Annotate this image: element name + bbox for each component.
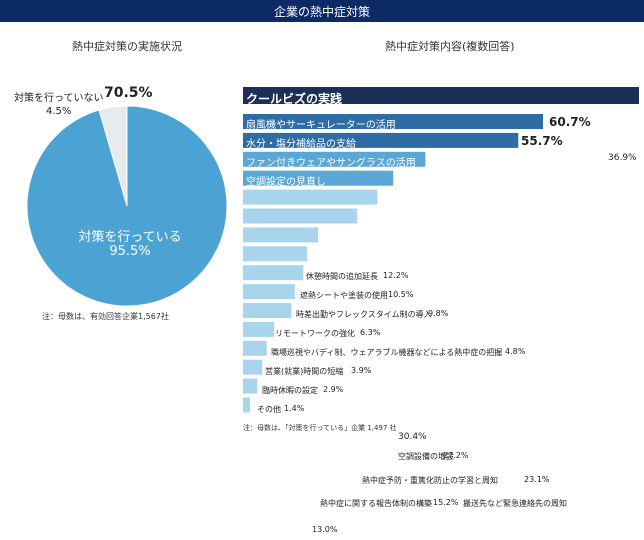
bar-13: [243, 359, 263, 375]
bar-label-13: 営業(就業)時間の短縮: [265, 367, 344, 376]
bar-14: [243, 378, 258, 394]
header-bar: 企業の熱中症対策: [0, 0, 644, 22]
bar-label-2: ファン付きウェアやサングラスの活用: [246, 158, 416, 169]
pie-label-not-doing: 対策を行っていない: [14, 93, 104, 104]
bar-value-10: 9.8%: [428, 309, 449, 318]
bar-value-1: 55.7%: [521, 134, 563, 148]
bar-label-10: 時差出勤やフレックスタイム制の導入: [296, 310, 432, 319]
bar-note: 注：母数は、「対策を行っている」企業 1,497 社: [243, 424, 397, 432]
bar-label-1: 水分・塩分補給品の支給: [246, 139, 356, 150]
bar-15: [243, 397, 250, 413]
bar-value-2: 36.9%: [608, 153, 637, 163]
bar-value-13: 3.9%: [351, 366, 372, 375]
pie-slice-not-doing: [98, 105, 128, 207]
page-title: 企業の熱中症対策: [273, 5, 370, 19]
bar-9: [243, 284, 295, 300]
bar-label-11: リモートワークの強化: [275, 329, 355, 338]
bar-5: [243, 208, 358, 224]
bar-6: [243, 227, 319, 243]
bar-label-6: 熱中症に関する報告体制の構築: [320, 499, 432, 508]
bar-value-5: 23.1%: [524, 475, 550, 484]
bar-12: [243, 340, 267, 356]
bar-label-8: 休憩時間の追加延長: [306, 272, 378, 281]
bar-value-3: 30.4%: [398, 432, 427, 442]
bar-value-6: 15.2%: [433, 498, 459, 507]
bar-label-15: その他: [257, 405, 281, 414]
bar-label-14: 臨時休暇の設定: [262, 386, 318, 395]
bar-4: [243, 189, 378, 205]
bar-label-4: 空調設備の増設: [398, 452, 454, 461]
bar-value-11: 6.3%: [360, 328, 381, 337]
bar-value-15: 1.4%: [284, 404, 305, 413]
bar-3: [243, 170, 394, 186]
bar-2: [243, 151, 426, 167]
bar-value-14: 2.9%: [323, 385, 344, 394]
bar-label-3: 空調設定の見直し: [246, 177, 326, 188]
bar-header-label: クールビズの実践: [246, 92, 343, 106]
bar-7: [243, 246, 308, 262]
pie-chart-title: 熱中症対策の実施状況: [72, 40, 182, 53]
bar-label-9: 遮熱シートや塗装の使用: [300, 291, 388, 300]
bar-label-0: 扇風機やサーキュレーターの活用: [246, 120, 396, 131]
pie-note: 注：母数は、有効回答企業1,567社: [42, 312, 169, 321]
bar-label-5: 熱中症予防・重篤化防止の学習と周知: [362, 476, 498, 485]
pie-stray-pct-label: 70.5%: [104, 85, 153, 101]
pie-label-doing-pct: 95.5%: [109, 244, 151, 259]
bar-label-12: 職場巡視やバディ制、ウェアラブル機器などによる熱中症の把握: [271, 348, 503, 357]
bar-label-7: 搬送先など緊急連絡先の周知: [463, 499, 567, 508]
bar-value-12: 4.8%: [505, 347, 526, 356]
bar-1: [243, 132, 519, 148]
bar-10: [243, 303, 292, 318]
pie-label-doing: 対策を行っている: [78, 230, 182, 245]
bar-value-8: 12.2%: [383, 271, 409, 280]
bar-11: [243, 321, 275, 337]
bar-value-0: 60.7%: [549, 115, 591, 129]
bar-value-9: 10.5%: [388, 290, 414, 299]
pie-label-not-doing-pct: 4.5%: [46, 106, 72, 117]
bar-8: [243, 265, 304, 281]
bar-value-4: 27.2%: [443, 451, 469, 460]
bar-value-7: 13.0%: [312, 525, 338, 534]
bar-chart-title: 熱中症対策内容(複数回答): [385, 40, 515, 53]
bar-header: [243, 87, 639, 104]
bar-0: [243, 114, 543, 129]
